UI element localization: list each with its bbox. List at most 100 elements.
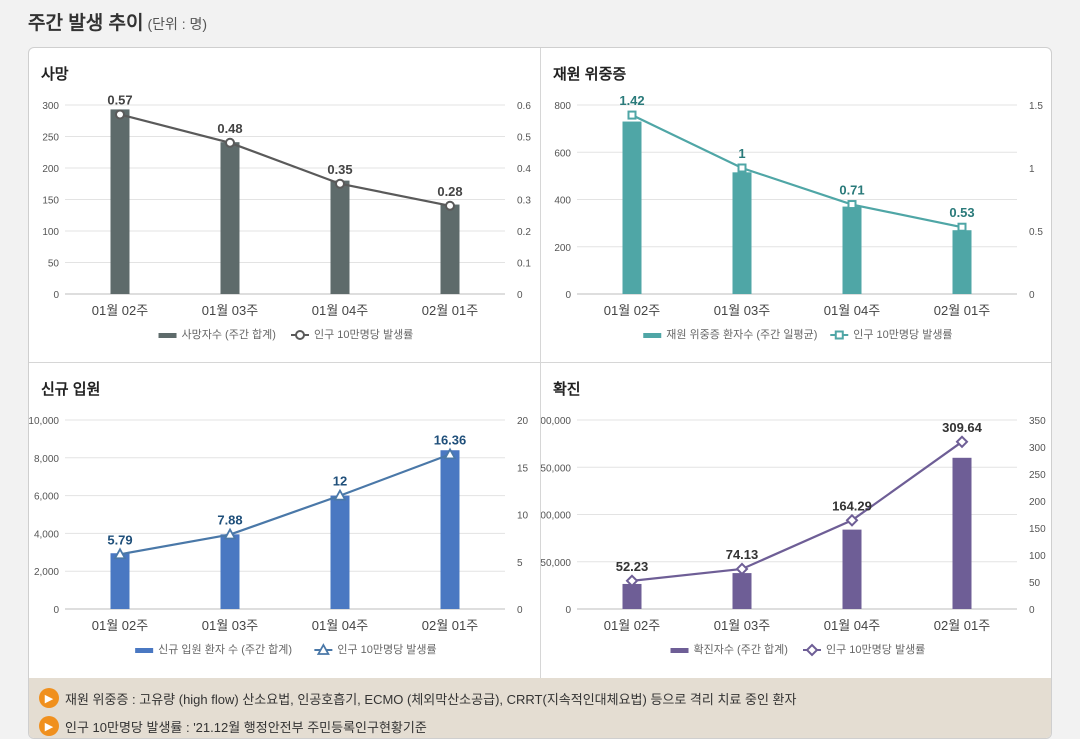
legend-bar-swatch [158, 333, 177, 338]
footnote-text: 인구 10만명당 발생률 : '21.12월 행정안전부 주민등록인구현황기준 [65, 719, 427, 735]
x-tick-label: 01월 03주 [714, 618, 770, 633]
line-marker [834, 330, 844, 340]
y-right-tick-label: 150 [1029, 524, 1046, 535]
bar [440, 204, 460, 294]
y-right-tick-label: 1.5 [1029, 101, 1043, 112]
y-right-tick-label: 0.3 [517, 196, 531, 207]
series-line [119, 453, 451, 556]
y-right-tick-label: 15 [517, 463, 529, 474]
y-left-tick-label: 150 [42, 196, 59, 207]
chart-panel-deaths: 사망 0 50 100 150 200 250 300 0 0.1 0.2 0.3 0.4 0.5 0.6… [29, 48, 541, 362]
chart-confirmed: 0 50,000 100,000 150,000 200,000 0 50 100 150 200… [541, 416, 1046, 657]
line-marker [316, 643, 330, 655]
data-label: 1 [738, 146, 745, 161]
bar [842, 206, 862, 294]
y-right-tick-label: 0.5 [517, 133, 531, 144]
data-label: 164.29 [832, 498, 872, 513]
x-tick-label: 02월 01주 [422, 618, 478, 633]
bar [110, 109, 130, 294]
divider-vertical [540, 48, 541, 678]
chart-panel-admissions: 신규 입원 0 2,000 4,000 6,000 8,000 10,000 0 5 10 15 2… [29, 363, 541, 677]
line-marker [847, 200, 857, 210]
line-marker [627, 110, 637, 120]
x-tick-label: 01월 04주 [824, 303, 880, 318]
data-label: 0.28 [437, 184, 462, 199]
bar [952, 230, 972, 294]
bar [220, 534, 240, 609]
data-label: 309.64 [942, 420, 983, 435]
x-tick-label: 01월 02주 [604, 618, 660, 633]
line-marker [335, 178, 345, 189]
x-tick-label: 01월 02주 [92, 618, 148, 633]
line-marker [443, 447, 457, 460]
bar [110, 553, 130, 609]
line-marker [737, 163, 747, 173]
legend-line-label: 인구 10만명당 발생률 [337, 643, 436, 656]
y-left-tick-label: 150,000 [541, 463, 571, 474]
bar [952, 457, 972, 609]
line-marker [223, 527, 237, 540]
y-left-tick-label: 2,000 [34, 567, 59, 578]
bar [732, 573, 752, 609]
series-line [119, 113, 451, 207]
line-marker [625, 574, 639, 588]
y-left-tick-label: 600 [554, 148, 571, 159]
y-right-tick-label: 5 [517, 558, 523, 569]
chart-deaths: 0 50 100 150 200 250 300 0 0.1 0.2 0.3 0.4 0.5 0.6 01월… [42, 92, 531, 341]
divider-horizontal [29, 362, 1051, 363]
data-label: 0.53 [949, 205, 974, 220]
bar [732, 172, 752, 294]
line-marker [113, 547, 127, 560]
chart-title: 재원 위중증 [553, 66, 627, 83]
x-tick-label: 01월 04주 [312, 618, 368, 633]
y-left-tick-label: 0 [565, 605, 571, 616]
y-left-tick-label: 100,000 [541, 511, 571, 522]
y-right-tick-label: 0 [517, 290, 523, 301]
bar [330, 495, 350, 609]
y-right-tick-label: 10 [517, 511, 529, 522]
legend-bar-label: 사망자수 (주간 합계) [182, 328, 276, 341]
y-left-tick-label: 8,000 [34, 454, 59, 465]
x-tick-label: 01월 03주 [714, 303, 770, 318]
x-tick-label: 01월 03주 [202, 618, 258, 633]
line-marker [805, 643, 819, 657]
page-title-text: 주간 발생 추이 [28, 13, 144, 34]
x-tick-label: 01월 04주 [824, 618, 880, 633]
series-line [631, 440, 963, 582]
chart-panel-severe: 재원 위중증 0 200 400 600 800 0 0.5 1 1.5 01월 02주 01월 0… [541, 48, 1051, 362]
y-left-tick-label: 800 [554, 101, 571, 112]
y-right-tick-label: 0.6 [517, 101, 531, 112]
series-line [631, 114, 963, 229]
chart-severe: 0 200 400 600 800 0 0.5 1 1.5 01월 02주 01월 03주 01월 0… [554, 93, 1043, 341]
chart-admissions: 0 2,000 4,000 6,000 8,000 10,000 0 5 10 15 20 01월 0… [29, 416, 529, 656]
line-marker [955, 435, 969, 449]
y-left-tick-label: 200,000 [541, 416, 571, 427]
data-label: 0.48 [217, 121, 242, 136]
line-marker [845, 513, 859, 527]
footnote-text: 재원 위중증 : 고유량 (high flow) 산소요법, 인공호흡기, EC… [65, 691, 797, 707]
y-right-tick-label: 100 [1029, 551, 1046, 562]
y-left-tick-label: 0 [53, 605, 59, 616]
y-left-tick-label: 400 [554, 196, 571, 207]
x-tick-label: 01월 04주 [312, 303, 368, 318]
bar [622, 583, 642, 609]
bar [842, 529, 862, 609]
x-tick-label: 01월 03주 [202, 303, 258, 318]
chart-panel-confirmed: 확진 0 50,000 100,000 150,000 200,000 0 50 100 150… [541, 363, 1051, 677]
line-marker [225, 137, 235, 148]
legend-line-label: 인구 10만명당 발생률 [826, 643, 925, 656]
y-right-tick-label: 200 [1029, 497, 1046, 508]
y-right-tick-label: 1 [1029, 164, 1035, 175]
y-right-tick-label: 0.5 [1029, 227, 1043, 238]
bar [330, 180, 350, 294]
line-marker [295, 330, 305, 340]
y-right-tick-label: 350 [1029, 416, 1046, 427]
footnote-item: ▶ 재원 위중증 : 고유량 (high flow) 산소요법, 인공호흡기, … [39, 687, 796, 709]
legend-bar-label: 재원 위중증 환자수 (주간 일평균) [666, 327, 817, 341]
speaker-icon: ▶ [39, 688, 59, 708]
line-marker [445, 200, 455, 211]
x-tick-label: 01월 02주 [92, 303, 148, 318]
line-marker [735, 562, 749, 576]
legend-bar-swatch [670, 648, 689, 653]
bar [220, 142, 240, 294]
